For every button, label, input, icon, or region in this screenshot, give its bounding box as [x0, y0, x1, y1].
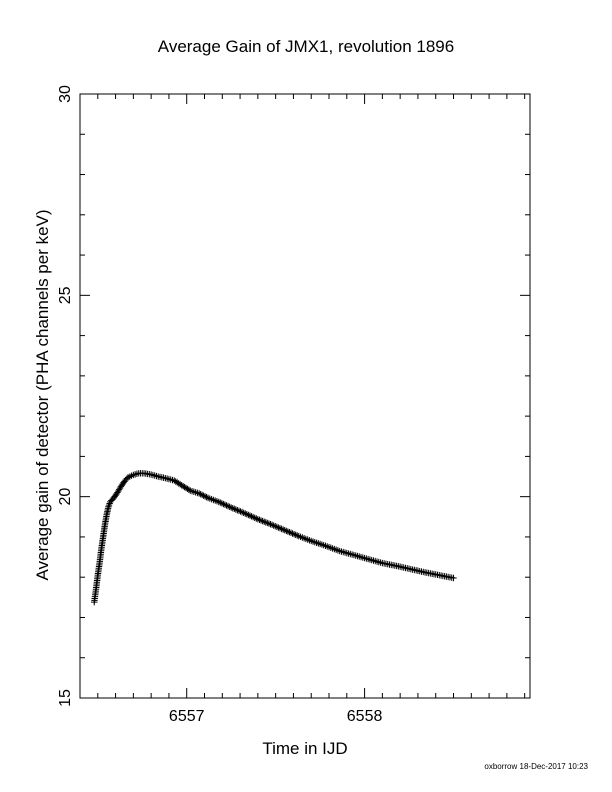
- x-tick-label: 6557: [169, 708, 205, 725]
- data-point: [105, 501, 113, 509]
- data-point: [226, 503, 233, 511]
- data-point: [275, 524, 282, 531]
- data-point: [235, 507, 243, 515]
- data-point: [203, 493, 210, 501]
- data-point: [262, 519, 269, 526]
- plot-frame: [79, 93, 531, 699]
- data-point: [242, 510, 249, 517]
- x-tick-label: 6558: [347, 708, 383, 725]
- data-point: [273, 523, 281, 531]
- data-point: [218, 500, 226, 507]
- data-point: [215, 498, 222, 506]
- data-point: [248, 513, 255, 520]
- data-point: [249, 513, 257, 521]
- data-point: [220, 500, 227, 508]
- data-point: [281, 527, 288, 534]
- data-point: [201, 493, 209, 500]
- data-point: [284, 528, 292, 535]
- data-point: [221, 501, 229, 508]
- y-tick-label: 25: [57, 286, 74, 304]
- data-point: [450, 574, 457, 582]
- data-point: [224, 502, 232, 510]
- data-point: [256, 516, 263, 524]
- data-point: [229, 504, 236, 512]
- data-point: [268, 521, 276, 529]
- data-point: [246, 512, 254, 519]
- data-point: [243, 511, 250, 518]
- y-tick-label: 15: [57, 689, 74, 707]
- data-point: [197, 490, 204, 498]
- data-point: [267, 521, 274, 528]
- axis-ticks: [79, 93, 530, 699]
- data-point: [278, 525, 285, 533]
- data-point: [227, 504, 235, 511]
- axis-tick-labels: 6557 6558 15 20 25 30: [57, 85, 382, 725]
- data-point: [260, 518, 268, 525]
- y-axis-label: Average gain of detector (PHA channels p…: [33, 209, 52, 580]
- y-tick-label: 30: [57, 85, 74, 103]
- data-point: [237, 508, 244, 515]
- data-point: [279, 526, 287, 533]
- data-point: [234, 506, 241, 514]
- data-point: [270, 522, 277, 529]
- data-point: [257, 517, 265, 524]
- data-point: [240, 509, 247, 516]
- data-point: [245, 511, 252, 519]
- data-point: [286, 529, 293, 536]
- data-point: [290, 530, 298, 538]
- x-axis-label: Time in IJD: [262, 739, 347, 758]
- data-point: [292, 531, 299, 539]
- data-point: [259, 517, 266, 525]
- data-point: [238, 508, 246, 516]
- data-point: [283, 527, 290, 535]
- data-point: [294, 532, 301, 539]
- data-point: [185, 486, 193, 493]
- data-point: [232, 506, 240, 513]
- data-point: [223, 502, 230, 509]
- data-point: [231, 505, 238, 513]
- data-point: [105, 503, 112, 510]
- data-point: [195, 490, 203, 497]
- data-point: [272, 522, 279, 530]
- chart-title: Average Gain of JMX1, revolution 1896: [158, 37, 454, 56]
- data-point: [265, 520, 273, 527]
- data-point: [276, 525, 284, 532]
- data-point: [253, 515, 260, 522]
- data-point: [264, 519, 271, 527]
- data-point: [287, 529, 295, 537]
- data-point: [251, 514, 258, 521]
- y-tick-label: 20: [57, 488, 74, 506]
- data-point: [200, 492, 207, 499]
- footer-stamp: oxborrow 18-Dec-2017 10:23: [484, 762, 588, 771]
- data-point: [198, 491, 206, 499]
- data-point: [289, 530, 296, 537]
- data-point: [254, 516, 262, 523]
- data-series: [91, 470, 457, 606]
- data-point: [217, 499, 224, 506]
